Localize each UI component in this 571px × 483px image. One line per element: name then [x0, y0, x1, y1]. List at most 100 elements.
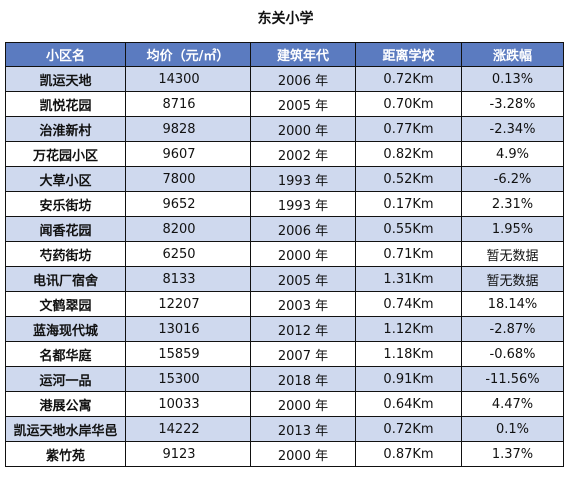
cell-name: 芍药街坊 [5, 241, 126, 267]
cell-distance: 0.71Km [355, 241, 462, 267]
cell-price: 14222 [125, 416, 251, 442]
cell-year: 2005 年 [250, 266, 356, 292]
cell-price: 10033 [125, 391, 251, 417]
cell-name: 闻香花园 [5, 216, 126, 242]
table-row: 凯运天地水岸华邑 14222 2013 年 0.72Km 0.1% [5, 416, 564, 442]
table-row: 电讯厂宿舍 8133 2005 年 1.31Km 暂无数据 [5, 266, 564, 292]
cell-change: -2.87% [461, 316, 564, 342]
cell-year: 1993 年 [250, 191, 356, 217]
cell-name: 名都华庭 [5, 341, 126, 367]
table-row: 安乐街坊 9652 1993 年 0.17Km 2.31% [5, 191, 564, 217]
table-row: 芍药街坊 6250 2000 年 0.71Km 暂无数据 [5, 241, 564, 267]
header-change: 涨跌幅 [461, 42, 564, 67]
cell-distance: 0.91Km [355, 366, 462, 392]
cell-price: 8200 [125, 216, 251, 242]
cell-change: -11.56% [461, 366, 564, 392]
cell-name: 港展公寓 [5, 391, 126, 417]
cell-change: 2.31% [461, 191, 564, 217]
table-row: 文鹤翠园 12207 2003 年 0.74Km 18.14% [5, 291, 564, 317]
cell-price: 9607 [125, 141, 251, 167]
housing-table: 小区名 均价（元/㎡） 建筑年代 距离学校 涨跌幅 凯运天地 14300 2006 … [5, 42, 564, 467]
cell-change: 4.9% [461, 141, 564, 167]
table-row: 紫竹苑 9123 2000 年 0.87Km 1.37% [5, 441, 564, 467]
cell-price: 14300 [125, 66, 251, 92]
cell-name: 治淮新村 [5, 116, 126, 142]
cell-change: 1.95% [461, 216, 564, 242]
table-row: 凯悦花园 8716 2005 年 0.70Km -3.28% [5, 91, 564, 117]
cell-distance: 1.12Km [355, 316, 462, 342]
cell-distance: 0.72Km [355, 66, 462, 92]
cell-year: 2013 年 [250, 416, 356, 442]
cell-name: 凯悦花园 [5, 91, 126, 117]
cell-name: 大草小区 [5, 166, 126, 192]
header-distance: 距离学校 [355, 42, 462, 67]
cell-year: 2000 年 [250, 241, 356, 267]
cell-price: 15859 [125, 341, 251, 367]
cell-price: 9652 [125, 191, 251, 217]
cell-year: 2005 年 [250, 91, 356, 117]
table-row: 运河一品 15300 2018 年 0.91Km -11.56% [5, 366, 564, 392]
cell-price: 8716 [125, 91, 251, 117]
cell-name: 电讯厂宿舍 [5, 266, 126, 292]
cell-change: 0.1% [461, 416, 564, 442]
cell-year: 1993 年 [250, 166, 356, 192]
cell-year: 2000 年 [250, 116, 356, 142]
cell-year: 2002 年 [250, 141, 356, 167]
cell-price: 9123 [125, 441, 251, 467]
table-row: 凯运天地 14300 2006 年 0.72Km 0.13% [5, 66, 564, 92]
cell-year: 2018 年 [250, 366, 356, 392]
cell-year: 2000 年 [250, 441, 356, 467]
cell-change: 暂无数据 [461, 266, 564, 292]
header-price: 均价（元/㎡） [125, 42, 251, 67]
cell-change: -0.68% [461, 341, 564, 367]
cell-name: 安乐街坊 [5, 191, 126, 217]
cell-change: 4.47% [461, 391, 564, 417]
cell-name: 紫竹苑 [5, 441, 126, 467]
cell-price: 15300 [125, 366, 251, 392]
cell-year: 2012 年 [250, 316, 356, 342]
cell-distance: 1.18Km [355, 341, 462, 367]
cell-name: 运河一品 [5, 366, 126, 392]
cell-distance: 0.64Km [355, 391, 462, 417]
cell-distance: 0.72Km [355, 416, 462, 442]
page-title: 东关小学 [257, 11, 314, 27]
cell-name: 文鹤翠园 [5, 291, 126, 317]
table-row: 大草小区 7800 1993 年 0.52Km -6.2% [5, 166, 564, 192]
cell-change: 18.14% [461, 291, 564, 317]
table-row: 闻香花园 8200 2006 年 0.55Km 1.95% [5, 216, 564, 242]
cell-distance: 0.87Km [355, 441, 462, 467]
cell-year: 2006 年 [250, 216, 356, 242]
table-body: 凯运天地 14300 2006 年 0.72Km 0.13% 凯悦花园 8716 2005 年… [5, 66, 564, 467]
cell-year: 2006 年 [250, 66, 356, 92]
cell-distance: 1.31Km [355, 266, 462, 292]
cell-change: 暂无数据 [461, 241, 564, 267]
cell-price: 9828 [125, 116, 251, 142]
cell-price: 8133 [125, 266, 251, 292]
header-name: 小区名 [5, 42, 126, 67]
cell-name: 凯运天地水岸华邑 [5, 416, 126, 442]
cell-change: 1.37% [461, 441, 564, 467]
cell-price: 6250 [125, 241, 251, 267]
cell-change: -2.34% [461, 116, 564, 142]
table-row: 港展公寓 10033 2000 年 0.64Km 4.47% [5, 391, 564, 417]
cell-year: 2000 年 [250, 391, 356, 417]
cell-price: 12207 [125, 291, 251, 317]
cell-distance: 0.77Km [355, 116, 462, 142]
table-row: 治淮新村 9828 2000 年 0.77Km -2.34% [5, 116, 564, 142]
cell-distance: 0.82Km [355, 141, 462, 167]
cell-name: 蓝海现代城 [5, 316, 126, 342]
cell-distance: 0.52Km [355, 166, 462, 192]
table-row: 名都华庭 15859 2007 年 1.18Km -0.68% [5, 341, 564, 367]
cell-year: 2003 年 [250, 291, 356, 317]
cell-change: -6.2% [461, 166, 564, 192]
cell-distance: 0.70Km [355, 91, 462, 117]
cell-price: 13016 [125, 316, 251, 342]
cell-price: 7800 [125, 166, 251, 192]
header-year: 建筑年代 [250, 42, 356, 67]
cell-name: 万花园小区 [5, 141, 126, 167]
cell-name: 凯运天地 [5, 66, 126, 92]
cell-distance: 0.74Km [355, 291, 462, 317]
cell-change: 0.13% [461, 66, 564, 92]
table-row: 万花园小区 9607 2002 年 0.82Km 4.9% [5, 141, 564, 167]
cell-year: 2007 年 [250, 341, 356, 367]
